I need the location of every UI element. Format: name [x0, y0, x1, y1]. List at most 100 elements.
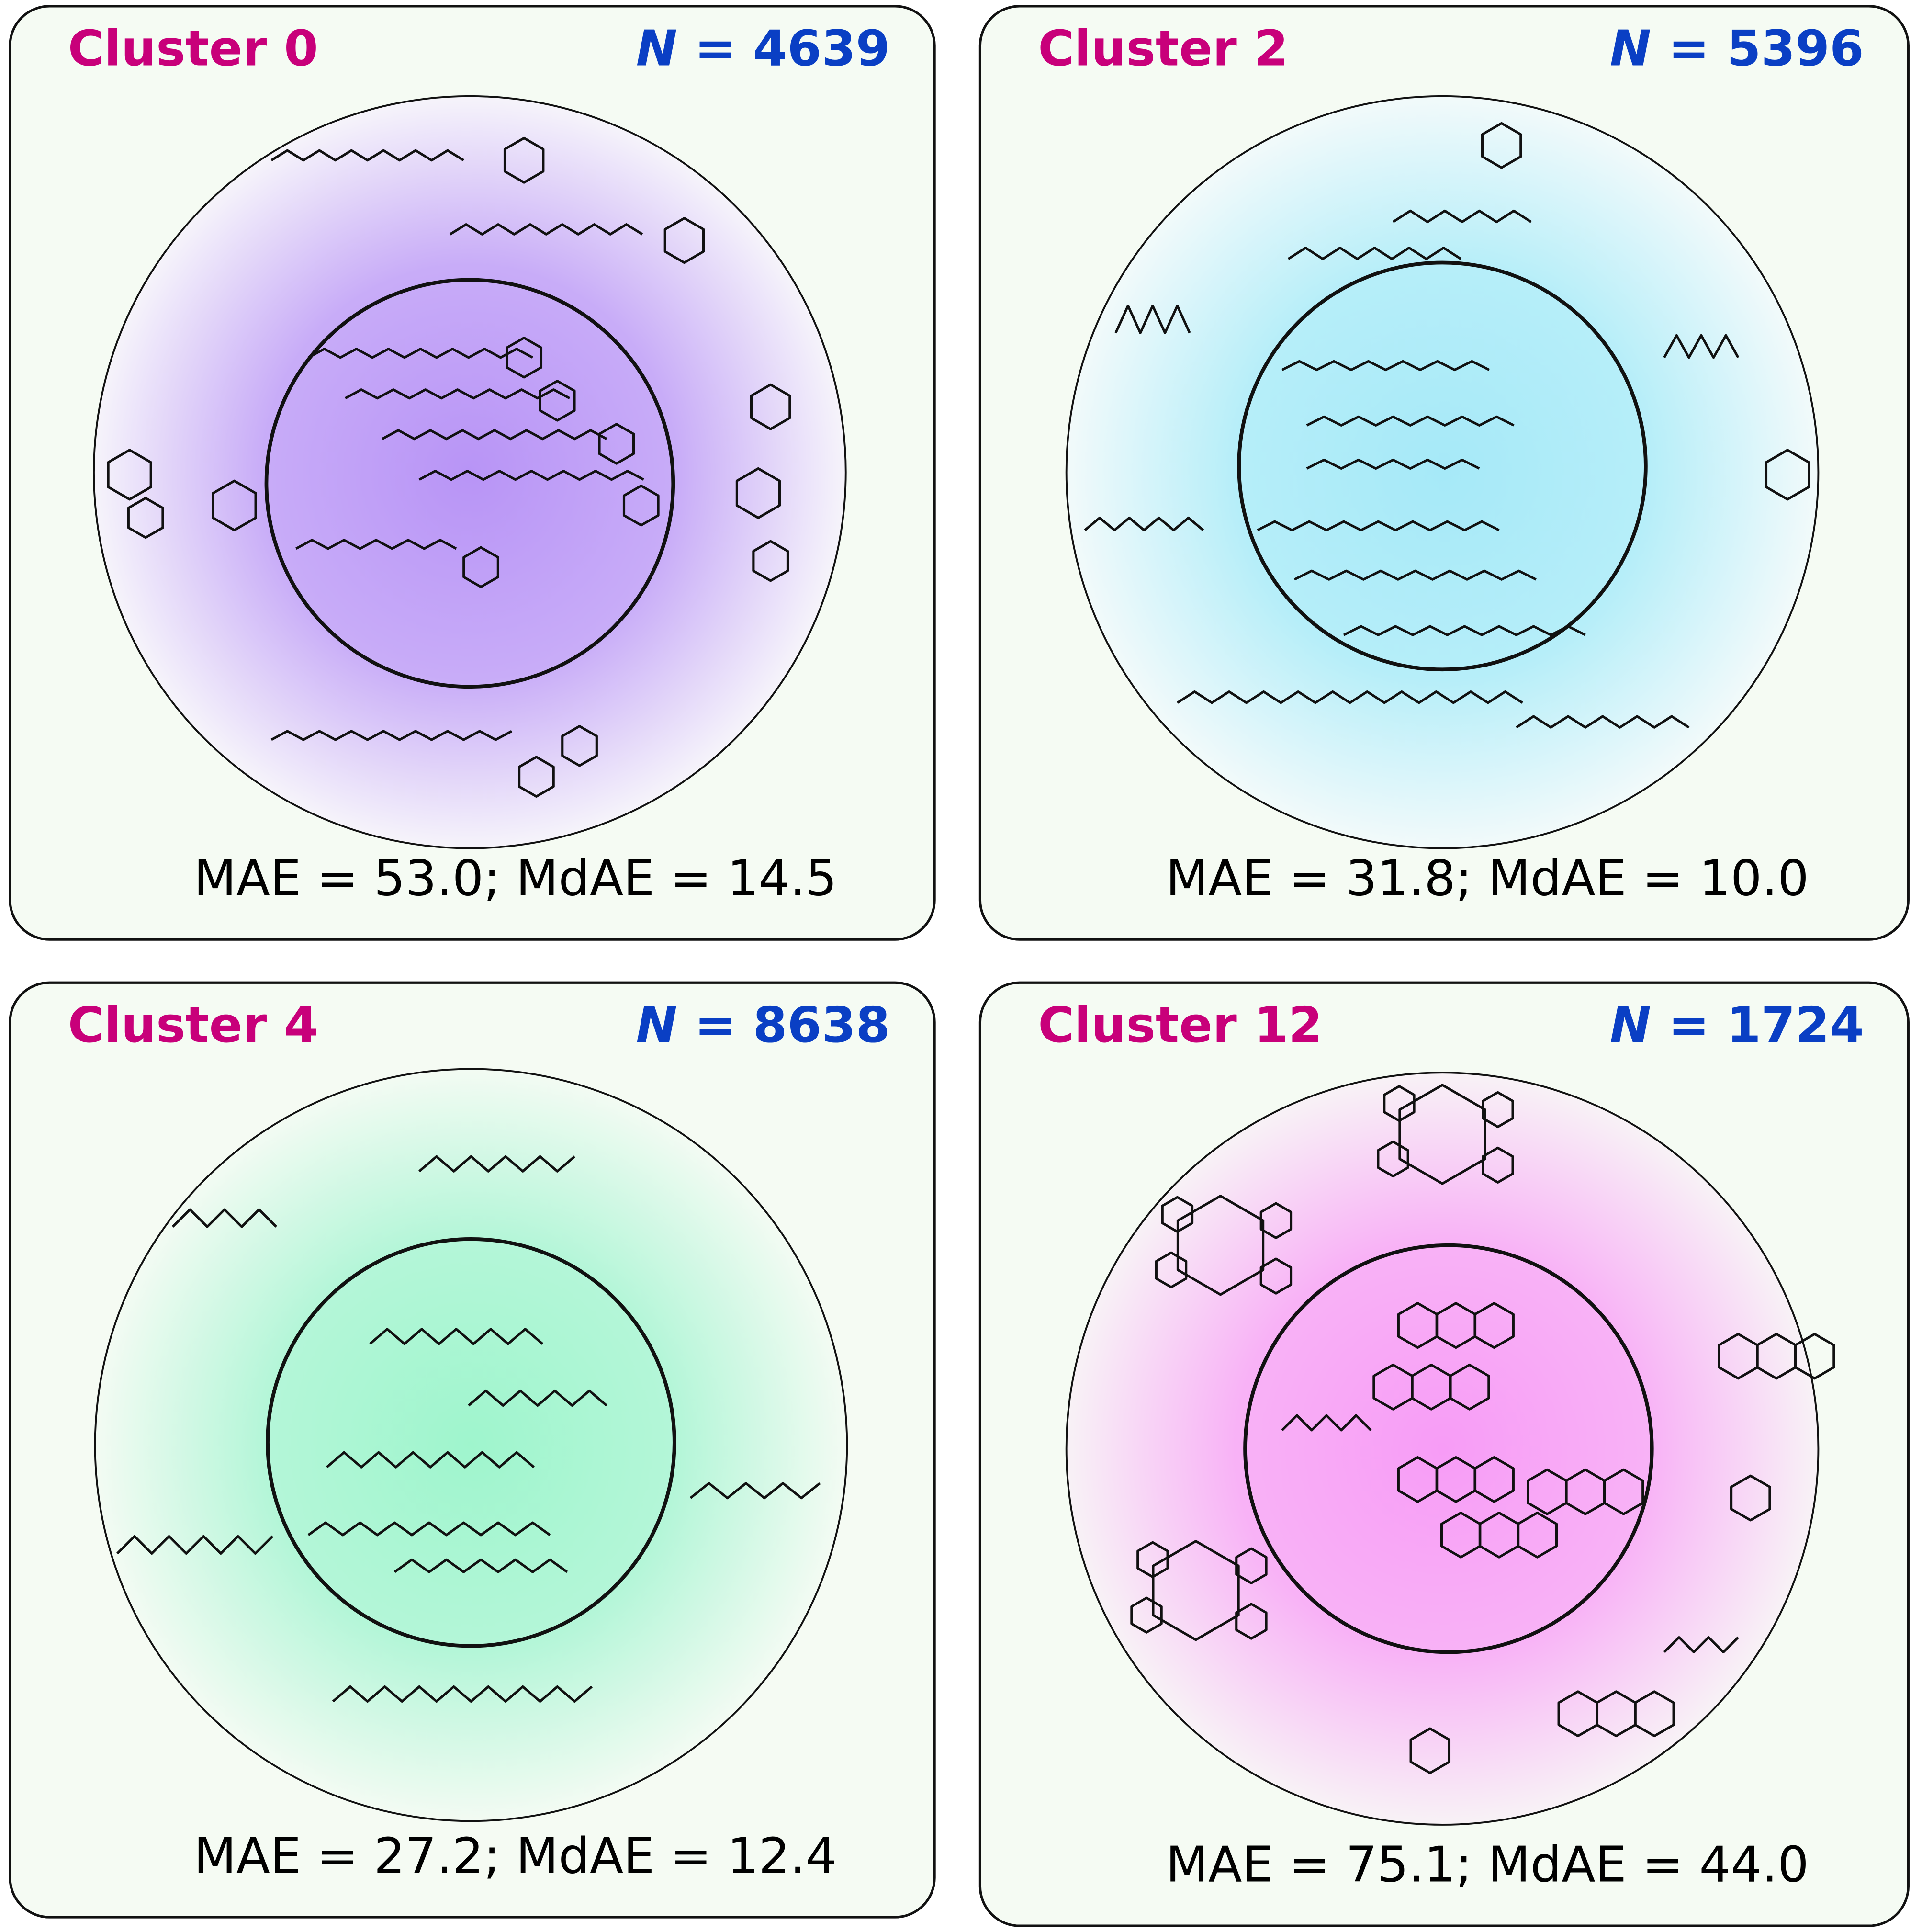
molecule-structures [1130, 1084, 1835, 1774]
cluster-title: Cluster 2 [1038, 20, 1288, 77]
molecule-bond [1306, 458, 1480, 470]
molecule-bond [1343, 625, 1586, 636]
molecule-bond [1114, 305, 1191, 334]
count-value: = 1724 [1668, 996, 1864, 1054]
molecule-ring [1730, 1474, 1771, 1522]
molecule-bond [1084, 516, 1204, 531]
molecule-structures [1084, 122, 1810, 729]
molecule-ring [598, 423, 635, 465]
molecule-bond [1516, 715, 1690, 729]
molecule-bond [449, 223, 643, 236]
molecule-ring [1259, 1257, 1293, 1295]
molecule-ring [1517, 1511, 1558, 1559]
outer-circle [94, 1068, 848, 1822]
error-metrics: MAE = 31.8; MdAE = 10.0 [1166, 849, 1809, 907]
molecule-bond [1293, 569, 1537, 581]
molecule-ring [1765, 449, 1810, 501]
molecule-ring [1473, 1456, 1515, 1503]
molecule-ring [539, 380, 576, 422]
molecule-ring [127, 497, 164, 539]
count-value: = 5396 [1668, 20, 1864, 77]
molecule-ring [1235, 1547, 1268, 1584]
molecule-ring [1155, 1251, 1188, 1288]
cluster-panel: Cluster 12 N = 1724 MAE = 75.1; MdAE = 44.… [978, 981, 1910, 1927]
molecule-bond [307, 1521, 551, 1537]
count-symbol: N [636, 20, 677, 77]
molecule-ring [735, 467, 781, 520]
molecule-ring [1482, 1091, 1514, 1129]
error-metrics: MAE = 75.1; MdAE = 44.0 [1166, 1836, 1809, 1893]
cluster-panel: Cluster 4 N = 8638 MAE = 27.2; MdAE = 12.4 [9, 981, 936, 1919]
inner-circle [1237, 260, 1648, 672]
sample-count: N = 1724 [1610, 996, 1864, 1054]
molecule-ring [1482, 1146, 1514, 1184]
cluster-title: Cluster 0 [68, 20, 318, 77]
count-value: = 4639 [695, 20, 890, 77]
count-symbol: N [636, 996, 677, 1054]
molecule-bond [1392, 209, 1532, 224]
molecule-ring [1130, 1596, 1163, 1634]
count-symbol: N [1610, 996, 1651, 1054]
molecule-bond [307, 348, 533, 359]
molecule-bond [1281, 360, 1490, 372]
cluster-panel: Cluster 2 N = 5396 MAE = 31.8; MdAE = 10.0 [978, 5, 1910, 941]
molecule-bond [1287, 246, 1462, 260]
outer-circle [1065, 1072, 1820, 1826]
molecule-bond [270, 730, 513, 741]
molecule-bond [326, 1451, 535, 1469]
count-symbol: N [1610, 20, 1651, 77]
molecule-ring [1603, 1468, 1644, 1515]
molecule-ring [1481, 122, 1522, 169]
molecule-bond [1663, 1636, 1739, 1654]
molecule-bond [418, 470, 644, 481]
molecule-ring [1161, 1196, 1194, 1233]
molecule-bond [382, 429, 607, 441]
molecule-bond [1306, 415, 1515, 427]
molecule-ring [503, 136, 545, 184]
molecule-ring [518, 756, 555, 798]
molecule-ring [1259, 1202, 1293, 1239]
molecule-ring [1449, 1363, 1490, 1411]
molecule-ring [1136, 1541, 1169, 1578]
molecule-bond [689, 1482, 821, 1500]
molecule-ring [752, 540, 789, 582]
molecule-bond [295, 539, 457, 550]
molecule-ring [1634, 1690, 1675, 1738]
molecule-ring [1176, 1195, 1265, 1296]
molecule-ring [506, 336, 543, 379]
sample-count: N = 8638 [636, 996, 890, 1054]
molecule-ring [107, 449, 152, 501]
count-value: = 8638 [695, 996, 890, 1054]
molecule-bond [171, 1208, 277, 1228]
molecule-structures [116, 1155, 821, 1703]
outer-circle [1065, 95, 1820, 849]
molecule-bond [270, 149, 464, 162]
molecule-ring [1152, 1540, 1240, 1641]
cluster-panel: Cluster 0 N = 4639 MAE = 53.0; MdAE = 14.5 [9, 5, 936, 941]
molecule-ring [1235, 1603, 1268, 1640]
cluster-title: Cluster 12 [1038, 996, 1323, 1054]
inner-circle [1243, 1243, 1654, 1654]
molecule-bond [345, 388, 571, 400]
inner-circle [266, 1237, 676, 1648]
error-metrics: MAE = 27.2; MdAE = 12.4 [194, 1827, 837, 1885]
inner-circle [264, 278, 675, 689]
molecule-bond [332, 1685, 593, 1703]
sample-count: N = 5396 [1610, 20, 1864, 77]
molecule-ring [1473, 1302, 1515, 1349]
molecule-bond [369, 1328, 543, 1345]
molecule-bond [468, 1390, 607, 1407]
molecule-ring [1398, 1084, 1486, 1185]
molecule-bond [1177, 690, 1523, 704]
cluster-title: Cluster 4 [68, 996, 318, 1054]
molecule-ring [663, 217, 705, 264]
molecule-bond [393, 1558, 568, 1573]
molecule-ring [750, 383, 791, 430]
molecule-bond [1663, 334, 1740, 359]
molecule-ring [561, 725, 598, 767]
molecule-bond [1281, 1414, 1372, 1432]
molecule-bond [116, 1535, 274, 1555]
molecule-ring [1383, 1085, 1416, 1122]
molecule-structures [107, 136, 791, 798]
